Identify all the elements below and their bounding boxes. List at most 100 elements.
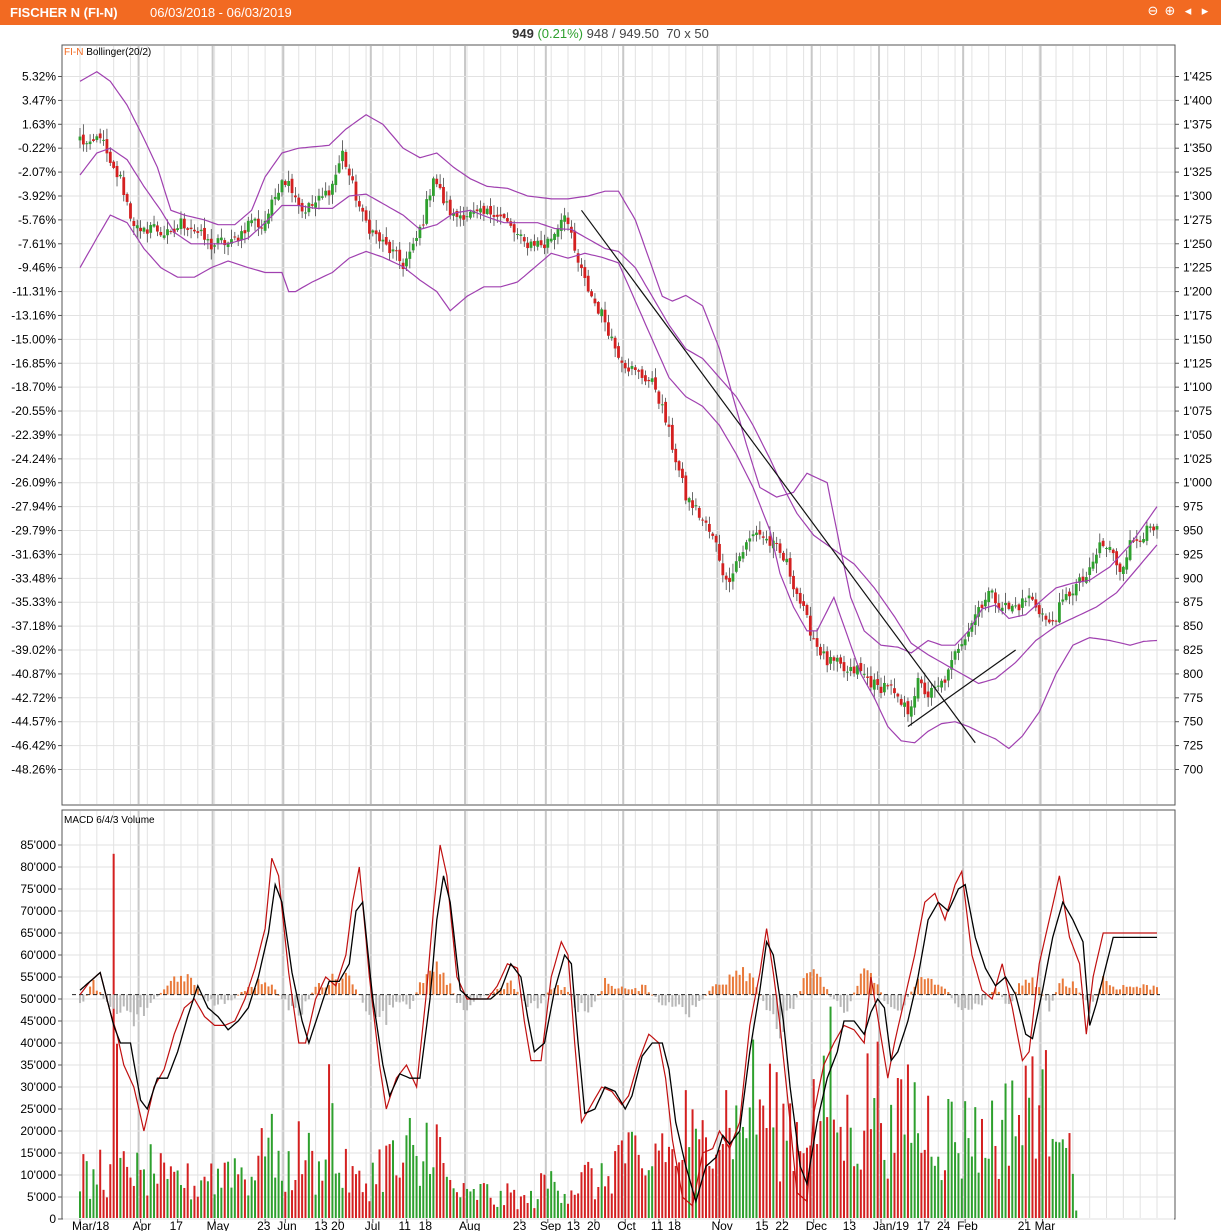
macd-histogram-bar [452,993,455,995]
macd-histogram-bar [994,988,997,995]
macd-histogram-bar [126,994,129,1011]
macd-histogram-bar [388,994,391,1005]
candle-down [782,552,785,561]
volume-bar [1061,1139,1064,1218]
candle-down [815,638,819,647]
price-axis-right-label: 1'375 [1183,117,1212,131]
last-price: 949 [512,26,534,41]
candle-up [765,538,768,541]
macd-histogram-bar [846,994,849,1012]
volume-bar [284,1191,287,1218]
candle-up [960,644,964,647]
bid-price: 948 [586,26,609,41]
candle-up [1057,602,1061,623]
candle-up [738,556,742,562]
volume-bar [705,1137,708,1218]
macd-histogram-bar [1145,985,1148,995]
price-axis-left-label: -40.87% [11,667,56,681]
volume-bar [429,1173,432,1218]
next-arrow-icon[interactable]: ▸ [1201,3,1209,18]
macd-histogram-bar [691,994,694,1006]
volume-axis-label: 70'000 [20,904,56,918]
volume-bar [176,1170,179,1218]
candle-up [755,532,758,535]
macd-histogram-bar [567,991,570,995]
macd-histogram-bar [765,994,768,1011]
volume-bar [866,1053,869,1218]
candle-down [677,461,681,471]
candle-down [539,240,543,246]
volume-bar [523,1195,526,1218]
candle-down [603,309,607,323]
volume-bar [910,1142,913,1218]
zoom-out-icon[interactable]: ⊖ [1147,3,1159,18]
price-axis-right-label: 1'175 [1183,308,1212,322]
candle-up [741,552,745,559]
zoom-in-icon[interactable]: ⊕ [1164,3,1176,18]
candle-down [455,210,459,217]
volume-bar [832,1119,835,1218]
quote-line: 949 (0.21%) 948 / 949.50 70 x 50 [0,25,1221,43]
candle-up [549,238,553,242]
candle-down [243,230,247,234]
volume-bar [721,1144,724,1218]
volume-bar [550,1171,553,1218]
price-axis-left-label: -31.63% [11,547,56,561]
macd-histogram-bar [338,982,341,995]
volume-bar [927,1095,930,1218]
candle-up [1071,593,1075,596]
macd-histogram-bar [681,994,684,1008]
macd-histogram-bar [829,994,832,998]
volume-bar [402,1162,405,1218]
candle-down [899,698,903,705]
volume-bar [287,1151,290,1218]
macd-histogram-bar [947,992,950,995]
candle-down [691,500,694,508]
macd-histogram-bar [408,994,411,1009]
macd-histogram-bar [122,994,125,1007]
volume-bar [667,1146,670,1218]
candle-down [108,151,112,163]
macd-histogram-bar [462,994,465,1011]
x-axis-label: 17 [917,1219,931,1231]
macd-histogram-bar [880,992,883,995]
candle-up [1064,594,1068,600]
price-axis-left-label: -0.22% [18,141,56,155]
macd-histogram-bar [183,981,186,995]
macd-histogram-bar [469,994,472,1006]
candle-up [219,237,223,241]
volume-bar [142,1169,145,1218]
price-axis-right-label: 1'050 [1183,428,1212,442]
volume-bar [1014,1136,1017,1218]
volume-bar [220,1187,223,1218]
volume-bar [651,1166,654,1218]
volume-bar [492,1204,495,1218]
volume-bar [920,1152,923,1218]
candle-down [593,298,597,304]
volume-bar [967,1138,970,1218]
price-axis-left-label: -48.26% [11,763,56,777]
candle-up [270,199,274,216]
volume-bar [489,1197,492,1218]
macd-histogram-bar [385,994,388,1025]
macd-histogram-bar [637,991,640,995]
prev-arrow-icon[interactable]: ◂ [1184,3,1192,18]
candle-down [1115,551,1119,566]
macd-histogram-bar [960,994,963,1011]
volume-bar [829,1006,832,1218]
volume-bar [943,1170,946,1218]
candle-up [835,657,839,662]
volume-bar [1051,1138,1054,1218]
macd-histogram-bar [809,972,812,995]
volume-bar [385,1145,388,1218]
volume-bar [779,1181,782,1218]
candle-down [526,242,530,249]
candle-down [637,370,641,372]
price-axis-right-label: 1'125 [1183,356,1212,370]
candle-down [442,186,445,204]
macd-histogram-bar [392,994,395,1008]
price-axis-left-label: -29.79% [11,524,56,538]
volume-axis-label: 20'000 [20,1124,56,1138]
macd-histogram-bar [348,975,351,995]
